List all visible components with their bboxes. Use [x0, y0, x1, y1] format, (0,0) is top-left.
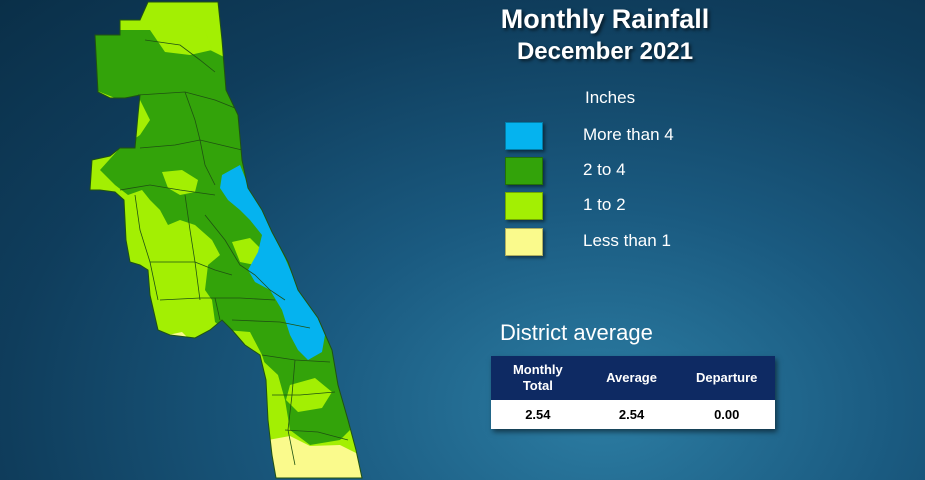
legend-label: Less than 1 [583, 231, 671, 250]
column-header-departure: Departure [678, 356, 775, 400]
legend-swatch-light-green [505, 192, 543, 220]
legend-swatch-yellow [505, 228, 543, 256]
legend-swatch-blue [505, 122, 543, 150]
departure-value: 0.00 [678, 400, 775, 429]
legend-label: 1 to 2 [583, 195, 626, 214]
district-average-table: Monthly Total Average Departure 2.54 2.54… [491, 356, 775, 429]
monthly-total-value: 2.54 [491, 400, 585, 429]
table-row: 2.54 2.54 0.00 [491, 400, 775, 429]
district-average-title: District average [500, 320, 653, 345]
legend-label: 2 to 4 [583, 160, 626, 179]
legend-label: More than 4 [583, 125, 674, 144]
rainfall-zone-1-to-2-southeast-patch [286, 378, 332, 412]
county-lines [119, 39, 349, 466]
rainfall-zone-1-to-2-east-patch [232, 238, 262, 265]
district-outline [89, 1, 363, 479]
column-header-average: Average [584, 356, 679, 400]
map-subtitle: December 2021 [516, 38, 694, 65]
map-title: Monthly Rainfall [500, 4, 710, 34]
table-header-row: Monthly Total Average Departure [491, 356, 775, 400]
legend-swatch-green [505, 157, 543, 185]
average-value: 2.54 [584, 400, 679, 429]
legend-title: Inches [585, 88, 636, 107]
rainfall-zone-2-to-4 [90, 30, 350, 445]
rainfall-zone-less-than-1-south [262, 436, 362, 478]
column-header-monthly-total: Monthly Total [491, 356, 585, 400]
rainfall-zone-1-to-2-north-patch [150, 20, 212, 55]
rainfall-zone-more-than-4 [220, 165, 325, 360]
